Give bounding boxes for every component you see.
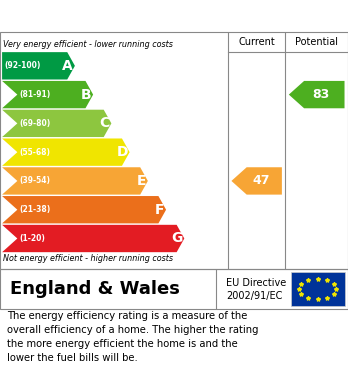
Text: F: F [155, 203, 164, 217]
Text: Current: Current [238, 37, 275, 47]
Polygon shape [2, 138, 129, 166]
Text: The energy efficiency rating is a measure of the
overall efficiency of a home. T: The energy efficiency rating is a measur… [7, 312, 259, 364]
Text: Energy Efficiency Rating: Energy Efficiency Rating [60, 7, 288, 25]
Text: (69-80): (69-80) [19, 119, 50, 128]
Polygon shape [2, 110, 111, 137]
Polygon shape [2, 52, 75, 79]
Text: E: E [137, 174, 146, 188]
Text: (55-68): (55-68) [19, 148, 50, 157]
Polygon shape [2, 225, 184, 252]
Text: A: A [62, 59, 73, 73]
Text: (39-54): (39-54) [19, 176, 50, 185]
Text: Very energy efficient - lower running costs: Very energy efficient - lower running co… [3, 40, 173, 49]
Polygon shape [2, 196, 166, 223]
Polygon shape [2, 81, 93, 108]
Text: 47: 47 [253, 174, 270, 187]
Text: C: C [100, 117, 110, 130]
Text: Potential: Potential [295, 37, 338, 47]
Polygon shape [2, 167, 148, 195]
Text: 83: 83 [313, 88, 330, 101]
Text: B: B [81, 88, 92, 102]
Polygon shape [289, 81, 345, 108]
Text: England & Wales: England & Wales [10, 280, 180, 298]
Text: (1-20): (1-20) [19, 234, 45, 243]
Text: 2002/91/EC: 2002/91/EC [226, 291, 283, 301]
Bar [291, 272, 345, 306]
Text: EU Directive: EU Directive [226, 278, 286, 288]
Text: (21-38): (21-38) [19, 205, 50, 214]
Text: (81-91): (81-91) [19, 90, 50, 99]
Text: D: D [116, 145, 128, 159]
Polygon shape [231, 167, 282, 195]
Text: Not energy efficient - higher running costs: Not energy efficient - higher running co… [3, 254, 173, 263]
Text: (92-100): (92-100) [5, 61, 41, 70]
Text: G: G [171, 231, 183, 246]
